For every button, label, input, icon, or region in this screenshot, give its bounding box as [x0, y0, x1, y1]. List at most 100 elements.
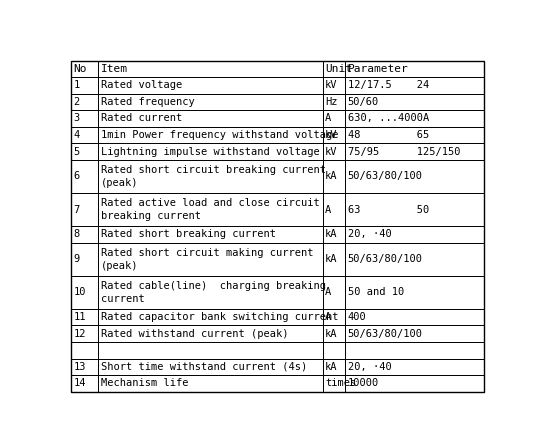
Text: 12/17.5    24: 12/17.5 24: [347, 80, 429, 90]
Text: kV: kV: [325, 80, 338, 90]
Text: A: A: [325, 287, 332, 297]
Text: Rated short circuit making current
(peak): Rated short circuit making current (peak…: [100, 248, 313, 270]
Text: 11: 11: [74, 312, 86, 322]
Bar: [322, 127, 345, 143]
Text: kA: kA: [325, 229, 338, 239]
Bar: [322, 325, 345, 342]
Bar: [98, 77, 322, 93]
Text: Hz: Hz: [325, 97, 338, 107]
Text: kA: kA: [325, 254, 338, 264]
Bar: [345, 325, 483, 342]
Bar: [322, 160, 345, 193]
Text: Lightning impulse withstand voltage: Lightning impulse withstand voltage: [100, 147, 319, 156]
Bar: [345, 193, 483, 226]
Bar: [98, 143, 322, 160]
Text: 4: 4: [74, 130, 80, 140]
Bar: [71, 127, 98, 143]
Bar: [71, 60, 98, 77]
Bar: [322, 342, 345, 358]
Bar: [345, 226, 483, 243]
Text: No: No: [74, 64, 87, 74]
Bar: [345, 276, 483, 309]
Bar: [98, 342, 322, 358]
Bar: [98, 375, 322, 392]
Bar: [98, 358, 322, 375]
Bar: [98, 110, 322, 127]
Bar: [345, 77, 483, 93]
Text: kA: kA: [325, 362, 338, 372]
Bar: [98, 160, 322, 193]
Text: Item: Item: [100, 64, 127, 74]
Bar: [322, 193, 345, 226]
Text: 630, ...4000A: 630, ...4000A: [347, 114, 429, 123]
Bar: [98, 276, 322, 309]
Bar: [71, 143, 98, 160]
Text: Rated active load and close circuit
breaking current: Rated active load and close circuit brea…: [100, 198, 319, 221]
Bar: [345, 93, 483, 110]
Text: 12: 12: [74, 329, 86, 339]
Text: 50/60: 50/60: [347, 97, 379, 107]
Bar: [345, 110, 483, 127]
Bar: [71, 342, 98, 358]
Bar: [345, 160, 483, 193]
Text: Rated current: Rated current: [100, 114, 182, 123]
Text: kV: kV: [325, 130, 338, 140]
Bar: [345, 309, 483, 325]
Text: 13: 13: [74, 362, 86, 372]
Bar: [98, 60, 322, 77]
Bar: [71, 160, 98, 193]
Bar: [345, 143, 483, 160]
Bar: [98, 226, 322, 243]
Text: Rated cable(line)  charging breaking
current: Rated cable(line) charging breaking curr…: [100, 281, 326, 304]
Text: 6: 6: [74, 171, 80, 181]
Text: 8: 8: [74, 229, 80, 239]
Bar: [322, 143, 345, 160]
Text: 48         65: 48 65: [347, 130, 429, 140]
Text: 50/63/80/100: 50/63/80/100: [347, 171, 423, 181]
Bar: [345, 60, 483, 77]
Bar: [71, 358, 98, 375]
Text: Rated capacitor bank switching current: Rated capacitor bank switching current: [100, 312, 338, 322]
Bar: [98, 93, 322, 110]
Text: 50/63/80/100: 50/63/80/100: [347, 254, 423, 264]
Bar: [71, 110, 98, 127]
Text: times: times: [325, 378, 357, 388]
Text: 7: 7: [74, 205, 80, 215]
Text: 20, ·40: 20, ·40: [347, 362, 391, 372]
Bar: [345, 375, 483, 392]
Bar: [322, 243, 345, 276]
Bar: [322, 60, 345, 77]
Bar: [98, 325, 322, 342]
Text: 2: 2: [74, 97, 80, 107]
Bar: [98, 127, 322, 143]
Text: 50 and 10: 50 and 10: [347, 287, 404, 297]
Bar: [345, 342, 483, 358]
Text: Unit: Unit: [325, 64, 352, 74]
Text: 9: 9: [74, 254, 80, 264]
Bar: [345, 127, 483, 143]
Text: 50/63/80/100: 50/63/80/100: [347, 329, 423, 339]
Bar: [322, 110, 345, 127]
Bar: [98, 243, 322, 276]
Bar: [71, 226, 98, 243]
Text: Rated short circuit breaking current
(peak): Rated short circuit breaking current (pe…: [100, 165, 326, 188]
Bar: [345, 243, 483, 276]
Bar: [71, 276, 98, 309]
Bar: [322, 93, 345, 110]
Text: Rated withstand current (peak): Rated withstand current (peak): [100, 329, 288, 339]
Text: Mechanism life: Mechanism life: [100, 378, 188, 388]
Text: Rated short breaking current: Rated short breaking current: [100, 229, 275, 239]
Bar: [98, 193, 322, 226]
Bar: [71, 325, 98, 342]
Text: kA: kA: [325, 171, 338, 181]
Text: A: A: [325, 205, 332, 215]
Bar: [322, 309, 345, 325]
Bar: [71, 93, 98, 110]
Bar: [322, 276, 345, 309]
Bar: [71, 77, 98, 93]
Text: Parameter: Parameter: [347, 64, 408, 74]
Bar: [322, 375, 345, 392]
Bar: [322, 226, 345, 243]
Text: 3: 3: [74, 114, 80, 123]
Bar: [71, 193, 98, 226]
